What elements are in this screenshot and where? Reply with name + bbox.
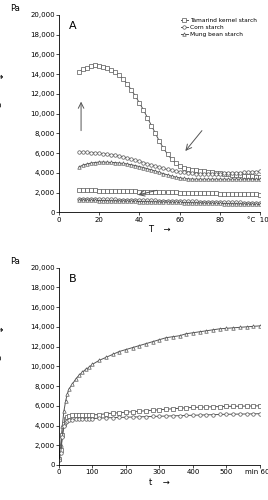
X-axis label: t    →: t → — [149, 478, 170, 487]
Text: Pa: Pa — [10, 256, 20, 266]
Text: A: A — [69, 21, 77, 31]
X-axis label: T    →: T → — [148, 226, 171, 234]
Text: G’: G’ — [0, 352, 3, 361]
Text: ↓: ↓ — [0, 323, 4, 331]
Text: ↓: ↓ — [0, 70, 4, 78]
Legend: Tamarind kernel starch, Corn starch, Mung bean starch: Tamarind kernel starch, Corn starch, Mun… — [181, 18, 257, 36]
Text: Pa: Pa — [10, 4, 20, 13]
Text: G’: G’ — [0, 100, 3, 108]
Text: B: B — [69, 274, 77, 283]
